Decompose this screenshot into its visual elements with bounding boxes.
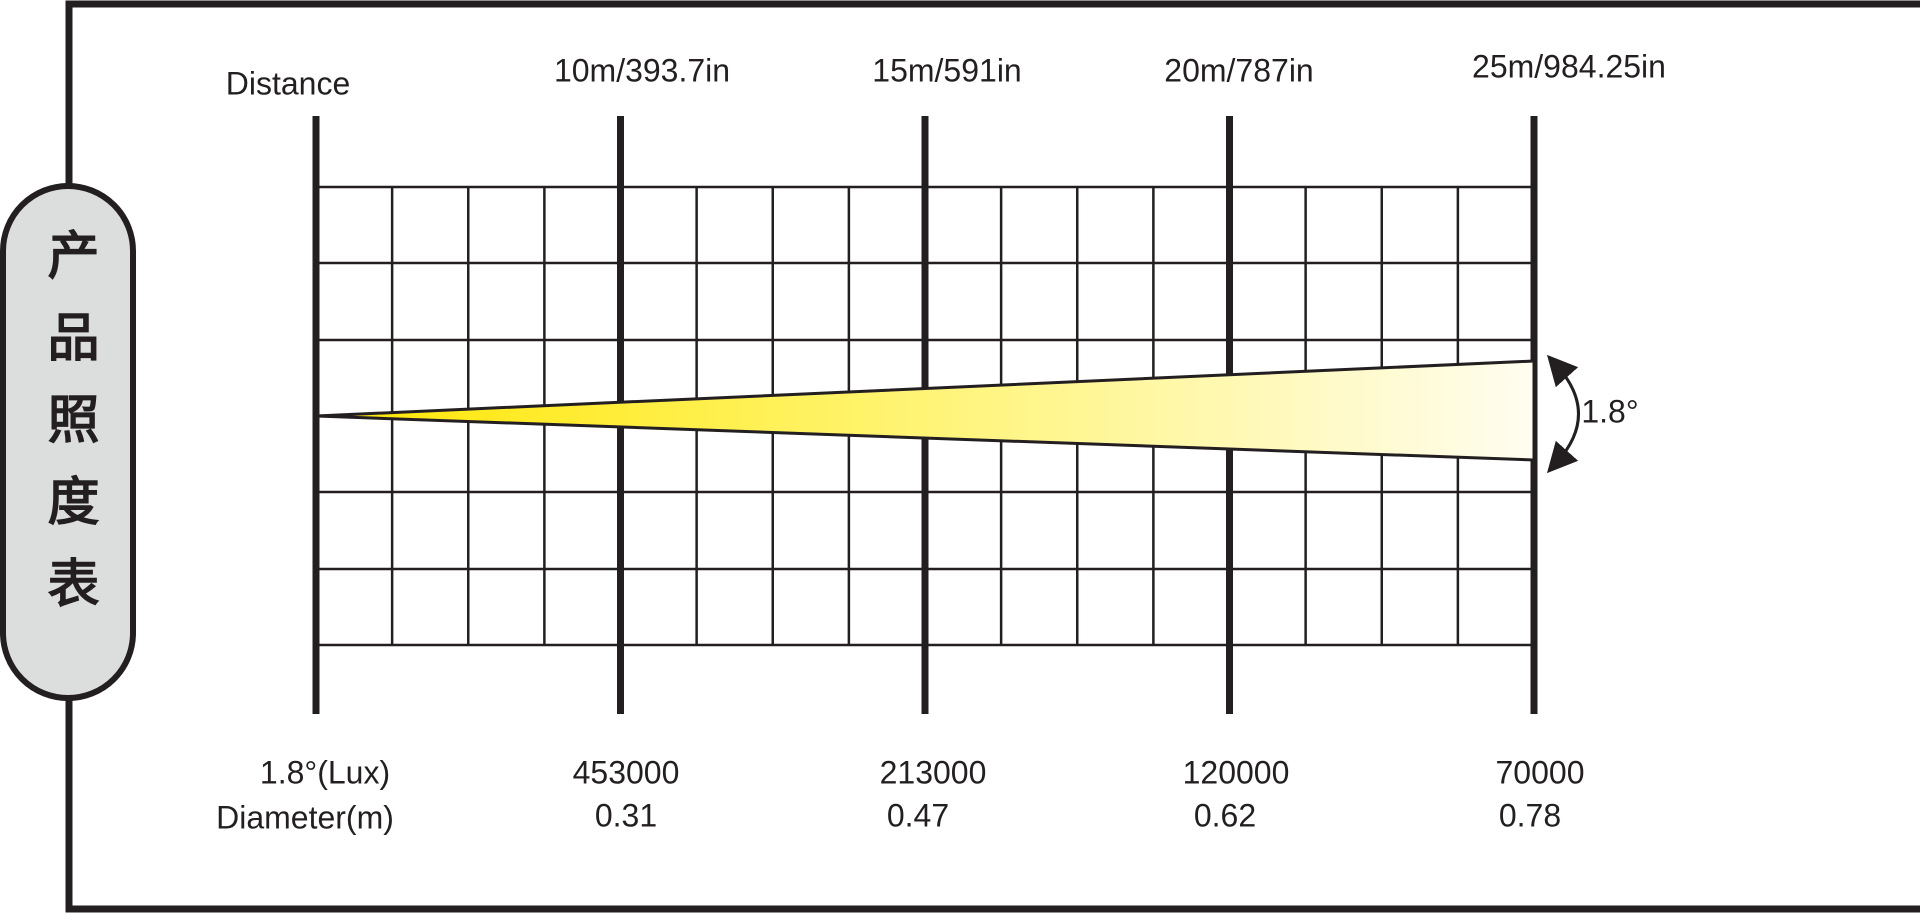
diameter-value: 0.47 <box>887 797 949 833</box>
lux-label: 1.8°(Lux) <box>260 754 390 790</box>
lux-value: 120000 <box>1183 754 1290 790</box>
angle-arrow <box>1546 354 1580 474</box>
beam-angle: 1.8° <box>1581 393 1638 429</box>
distance: 10m/393.7in <box>554 52 730 88</box>
lux-value: 213000 <box>880 754 987 790</box>
distance: 25m/984.25in <box>1472 48 1666 84</box>
lux-value: 70000 <box>1496 754 1585 790</box>
distance: 15m/591in <box>872 52 1021 88</box>
lux-value: 453000 <box>573 754 680 790</box>
distance-label: Distance <box>226 65 351 101</box>
diameter-label: Diameter(m) <box>216 799 394 835</box>
side-pill <box>0 183 136 701</box>
diameter-value: 0.31 <box>595 797 657 833</box>
beam <box>315 359 1536 462</box>
side-title: 产品照度表 <box>38 228 98 638</box>
distance: 20m/787in <box>1164 52 1313 88</box>
diameter-value: 0.78 <box>1499 797 1561 833</box>
diameter-value: 0.62 <box>1194 797 1256 833</box>
